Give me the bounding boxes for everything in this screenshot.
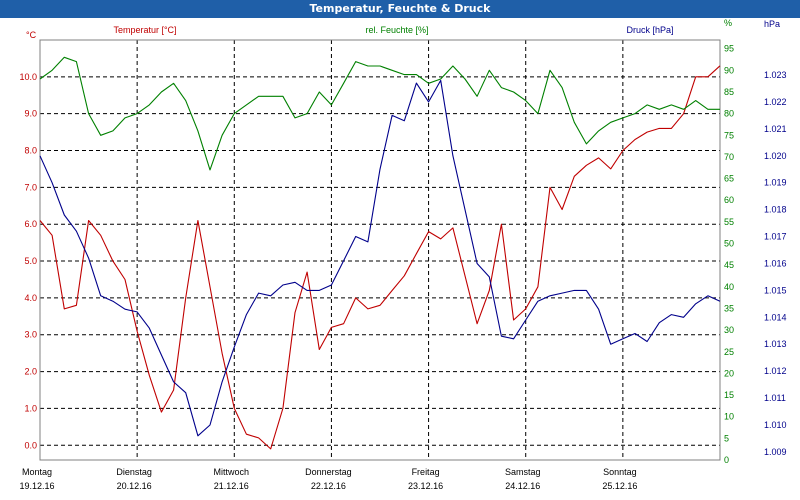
temperature-tick-label: 6.0 xyxy=(24,219,37,229)
pressure-tick-label: 1.014 xyxy=(764,312,787,322)
humidity-tick-label: % xyxy=(724,18,732,28)
temperature-tick-label: 7.0 xyxy=(24,182,37,192)
x-tick-day-label: Mittwoch xyxy=(214,467,250,477)
pressure-unit-label: hPa xyxy=(764,19,780,29)
x-tick-day-label: Freitag xyxy=(412,467,440,477)
temperature-unit-label: °C xyxy=(26,30,37,40)
pressure-tick-label: 1.018 xyxy=(764,205,787,215)
pressure-tick-label: 1.012 xyxy=(764,366,787,376)
humidity-tick-label: 35 xyxy=(724,303,734,313)
humidity-tick-label: 80 xyxy=(724,109,734,119)
legend-entry: Temperatur [°C] xyxy=(113,25,176,35)
humidity-tick-label: 75 xyxy=(724,130,734,140)
humidity-tick-label: 60 xyxy=(724,195,734,205)
humidity-tick-label: 10 xyxy=(724,412,734,422)
temperature-tick-label: 4.0 xyxy=(24,293,37,303)
temperature-tick-label: 8.0 xyxy=(24,146,37,156)
temperature-tick-label: 1.0 xyxy=(24,403,37,413)
x-tick-date-label: 22.12.16 xyxy=(311,481,346,491)
pressure-tick-label: 1.020 xyxy=(764,151,787,161)
pressure-tick-label: 1.010 xyxy=(764,420,787,430)
x-tick-date-label: 25.12.16 xyxy=(602,481,637,491)
humidity-tick-label: 30 xyxy=(724,325,734,335)
chart-title: Temperatur, Feuchte & Druck xyxy=(0,0,800,18)
humidity-tick-label: 50 xyxy=(724,239,734,249)
series-line-humidity xyxy=(39,56,720,171)
plot-frame xyxy=(39,39,721,461)
pressure-tick-label: 1.019 xyxy=(764,178,787,188)
legend-entry: Druck [hPa] xyxy=(626,25,673,35)
series-line-pressure xyxy=(39,79,721,437)
humidity-tick-label: 25 xyxy=(724,347,734,357)
x-tick-date-label: 19.12.16 xyxy=(19,481,54,491)
pressure-tick-label: 1.022 xyxy=(764,97,787,107)
temperature-tick-label: 0.0 xyxy=(24,440,37,450)
pressure-tick-label: 1.016 xyxy=(764,258,787,268)
x-tick-day-label: Dienstag xyxy=(116,467,152,477)
x-tick-date-label: 24.12.16 xyxy=(505,481,540,491)
humidity-tick-label: 65 xyxy=(724,174,734,184)
x-tick-day-label: Sonntag xyxy=(603,467,637,477)
pressure-tick-label: 1.023 xyxy=(764,70,787,80)
humidity-tick-label: 70 xyxy=(724,152,734,162)
pressure-tick-label: 1.013 xyxy=(764,339,787,349)
pressure-tick-label: 1.011 xyxy=(764,393,786,403)
x-tick-date-label: 23.12.16 xyxy=(408,481,443,491)
x-tick-day-label: Montag xyxy=(22,467,52,477)
pressure-tick-label: 1.021 xyxy=(764,124,787,134)
pressure-tick-label: 1.015 xyxy=(764,285,787,295)
pressure-tick-label: 1.009 xyxy=(764,447,787,457)
temperature-tick-label: 3.0 xyxy=(24,330,37,340)
humidity-tick-label: 40 xyxy=(724,282,734,292)
x-tick-date-label: 20.12.16 xyxy=(117,481,152,491)
pressure-tick-label: 1.017 xyxy=(764,232,787,242)
x-tick-date-label: 21.12.16 xyxy=(214,481,249,491)
series-line-temperature xyxy=(39,65,721,450)
humidity-tick-label: 20 xyxy=(724,368,734,378)
temperature-tick-label: 10.0 xyxy=(19,72,37,82)
humidity-tick-label: 5 xyxy=(724,433,729,443)
humidity-tick-label: 55 xyxy=(724,217,734,227)
humidity-tick-label: 0 xyxy=(724,455,729,465)
humidity-tick-label: 45 xyxy=(724,260,734,270)
line-chart: 0.0 1.0 2.0 3.0 4.0 5.0 6.0 7.0 8.0 9.0 10.0 °C 0 5 10… xyxy=(19,18,787,491)
x-tick-day-label: Donnerstag xyxy=(305,467,352,477)
humidity-tick-label: 15 xyxy=(724,390,734,400)
humidity-tick-label: 95 xyxy=(724,44,734,54)
humidity-tick-label: 90 xyxy=(724,65,734,75)
x-tick-day-label: Samstag xyxy=(505,467,541,477)
temperature-tick-label: 2.0 xyxy=(24,367,37,377)
temperature-tick-label: 9.0 xyxy=(24,109,37,119)
legend-entry: rel. Feuchte [%] xyxy=(365,25,428,35)
temperature-tick-label: 5.0 xyxy=(24,256,37,266)
humidity-tick-label: 85 xyxy=(724,87,734,97)
